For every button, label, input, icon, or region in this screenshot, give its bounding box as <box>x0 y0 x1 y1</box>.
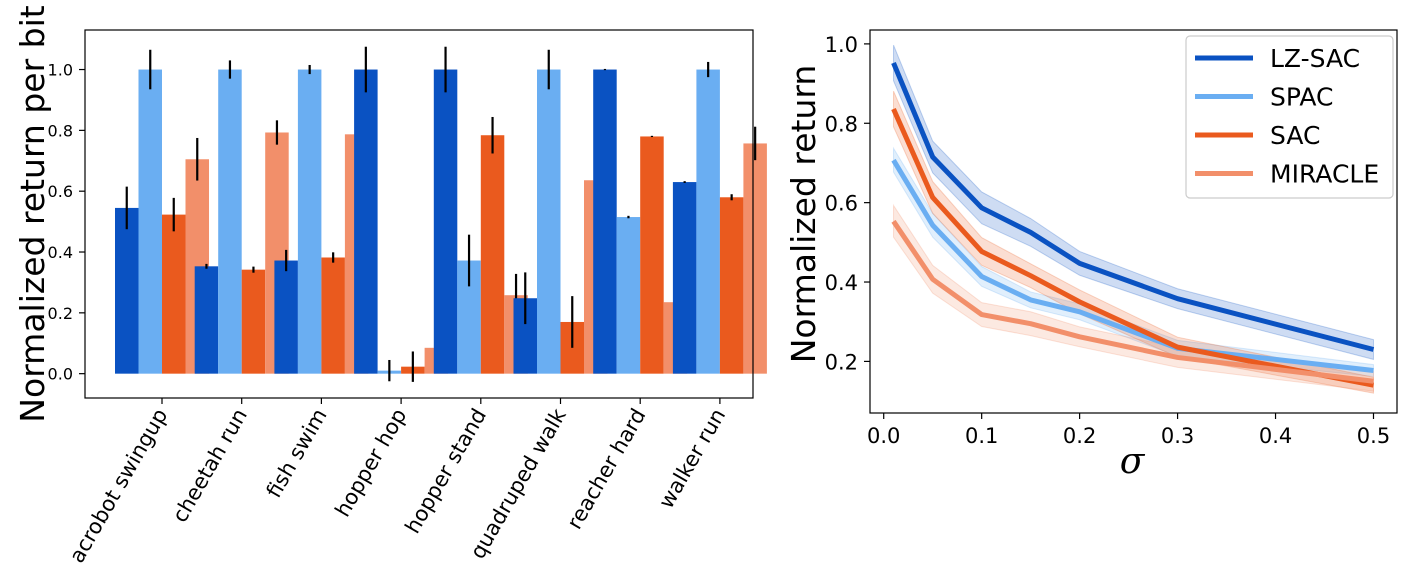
bar-sac-2 <box>321 257 345 374</box>
y-tick-label: 0.2 <box>825 350 858 374</box>
line-miracle <box>891 219 1374 384</box>
bar-sac-1 <box>241 269 266 374</box>
bar-spac-6 <box>616 217 641 374</box>
legend-label-lz-sac: LZ-SAC <box>1270 44 1360 73</box>
bar-lz-sac-6 <box>593 69 617 374</box>
line-chart-panel: 0.2 0.4 0.6 0.8 1.0 0.0 0.1 0.2 0.3 0.4 0.5 Norma… <box>784 29 1398 482</box>
y-tick-label: 0.6 <box>48 182 73 201</box>
line-chart-y-label: Normalized return <box>784 65 823 364</box>
x-tick-label: walker run <box>654 405 730 513</box>
line-sac <box>891 107 1374 388</box>
x-tick-label: cheetah run <box>168 405 252 527</box>
bar-sac-7 <box>719 197 744 374</box>
bar-lz-sac-4 <box>433 69 458 374</box>
legend-box <box>1185 35 1394 199</box>
bar-lz-sac-0 <box>115 207 139 374</box>
y-tick-label: 0.0 <box>48 365 73 384</box>
bar-sac-0 <box>162 214 186 374</box>
bar-spac-0 <box>138 69 162 374</box>
line-chart-marks <box>891 44 1375 394</box>
x-tick-label: fish swim <box>262 405 332 502</box>
legend-items: LZ-SAC SPAC SAC MIRACLE <box>1195 44 1379 189</box>
bar-spac-2 <box>297 69 322 374</box>
x-tick-label: 0.2 <box>1063 424 1096 448</box>
legend: LZ-SAC SPAC SAC MIRACLE <box>1185 35 1394 199</box>
bar-lz-sac-1 <box>194 266 219 374</box>
bar-chart-frame <box>84 29 754 399</box>
y-tick-label: 0.8 <box>825 112 858 136</box>
bar-lz-sac-7 <box>672 182 697 374</box>
bar-sac-6 <box>640 136 664 374</box>
bar-chart-y-ticks: 0.0 0.2 0.4 0.6 0.8 1.0 <box>48 61 85 384</box>
bar-chart-marks <box>115 46 767 382</box>
x-tick-label: acrobot swingup <box>65 405 173 567</box>
x-tick-label: 0.3 <box>1161 424 1194 448</box>
x-tick-label: hopper hop <box>330 405 411 521</box>
y-tick-label: 0.4 <box>825 271 858 295</box>
y-tick-label: 1.0 <box>48 61 73 80</box>
y-tick-label: 1.0 <box>825 33 858 57</box>
x-tick-label: hopper stand <box>400 405 491 538</box>
band-lz-sac <box>893 44 1374 361</box>
bar-chart-y-label: Normalized return per bit <box>13 5 52 422</box>
bar-spac-4 <box>457 260 481 374</box>
legend-label-spac: SPAC <box>1270 83 1333 112</box>
line-lz-sac <box>891 61 1375 352</box>
bar-chart-panel: 0.0 0.2 0.4 0.6 0.8 1.0 acrobot swingupcheeta… <box>13 5 767 567</box>
line-chart-y-ticks: 0.2 0.4 0.6 0.8 1.0 <box>825 33 870 374</box>
y-tick-label: 0.6 <box>825 192 858 216</box>
line-chart-x-ticks: 0.0 0.1 0.2 0.3 0.4 0.5 <box>867 413 1390 448</box>
x-tick-label: 0.4 <box>1259 424 1292 448</box>
legend-label-sac: SAC <box>1270 121 1320 150</box>
bar-sac-4 <box>480 135 505 374</box>
bar-spac-1 <box>218 69 242 374</box>
bar-spac-7 <box>696 69 720 374</box>
bar-lz-sac-2 <box>274 260 298 374</box>
y-tick-label: 0.2 <box>48 304 73 323</box>
bar-lz-sac-3 <box>354 69 378 374</box>
y-tick-label: 0.4 <box>48 243 73 262</box>
legend-label-miracle: MIRACLE <box>1270 160 1379 189</box>
bar-spac-5 <box>537 69 561 374</box>
x-tick-label: 0.0 <box>867 424 900 448</box>
line-chart-x-label: σ <box>1120 441 1146 482</box>
line-chart-frame <box>869 29 1398 414</box>
bar-miracle-7 <box>743 143 767 374</box>
band-miracle <box>893 203 1374 392</box>
y-tick-label: 0.8 <box>48 121 73 140</box>
x-tick-label: 0.5 <box>1357 424 1390 448</box>
x-tick-label: reacher hard <box>562 405 650 534</box>
bar-lz-sac-5 <box>513 298 537 374</box>
x-tick-label: 0.1 <box>965 424 998 448</box>
